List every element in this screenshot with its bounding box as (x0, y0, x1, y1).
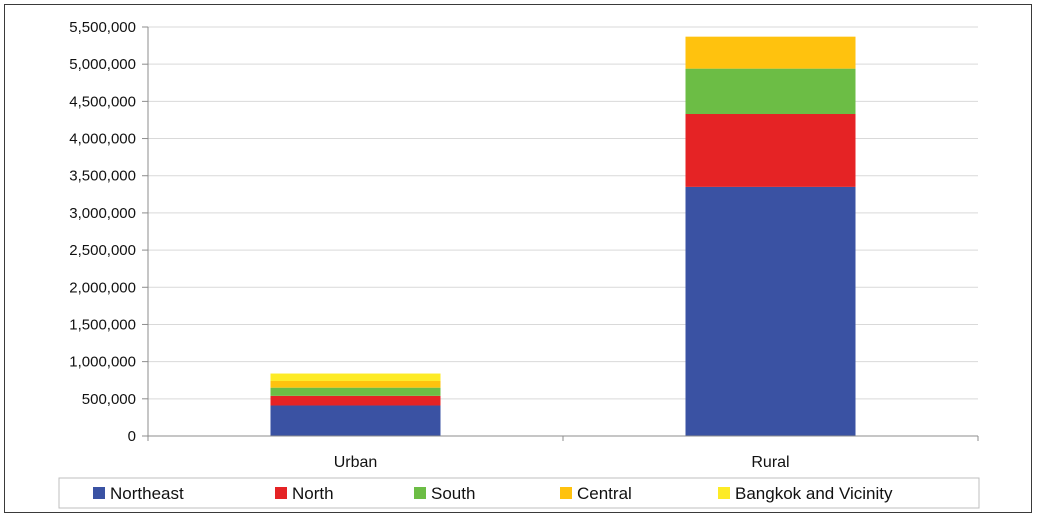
bar-segment-south (270, 387, 441, 396)
y-tick-label: 0 (128, 428, 136, 445)
y-tick-label: 5,000,000 (69, 56, 136, 73)
bar-segment-central (270, 380, 441, 388)
x-category-label: Urban (334, 454, 378, 471)
legend-swatch (93, 487, 105, 499)
x-axis: Urban Rural (147, 435, 979, 471)
legend-swatch (718, 487, 730, 499)
y-tick-label: 3,000,000 (69, 205, 136, 222)
y-axis: 0 500,000 1,000,000 1,500,000 2,000,000 2,500… (69, 19, 149, 445)
y-tick-label: 4,000,000 (69, 131, 136, 148)
y-tick-label: 2,000,000 (69, 279, 136, 296)
y-tick-label: 2,500,000 (69, 242, 136, 259)
bar-segment-north (270, 395, 441, 406)
y-tick-label: 3,500,000 (69, 168, 136, 185)
bar-segment-northeast (685, 186, 856, 436)
legend-label: South (431, 484, 475, 503)
x-category-label: Rural (751, 454, 789, 471)
legend-label: Northeast (110, 484, 184, 503)
y-tick-label: 1,500,000 (69, 316, 136, 333)
chart-frame (4, 4, 1032, 513)
y-tick-label: 500,000 (82, 391, 136, 408)
bar-segment-south (685, 68, 856, 115)
bar-segment-bangkok-and-vicinity (270, 373, 441, 381)
legend-label: Central (577, 484, 632, 503)
legend-swatch (414, 487, 426, 499)
bar-segment-central (685, 36, 856, 69)
legend: Northeast North South Central Bangkok and Vi… (58, 477, 980, 509)
legend-swatch (275, 487, 287, 499)
legend-label: North (292, 484, 334, 503)
bar-segment-north (685, 114, 856, 187)
legend-box (58, 477, 980, 509)
bar-segment-northeast (270, 405, 441, 436)
y-tick-label: 5,500,000 (69, 19, 136, 36)
bars (270, 36, 856, 436)
legend-label: Bangkok and Vicinity (735, 484, 893, 503)
y-tick-label: 4,500,000 (69, 93, 136, 110)
y-tick-label: 1,000,000 (69, 354, 136, 371)
legend-swatch (560, 487, 572, 499)
